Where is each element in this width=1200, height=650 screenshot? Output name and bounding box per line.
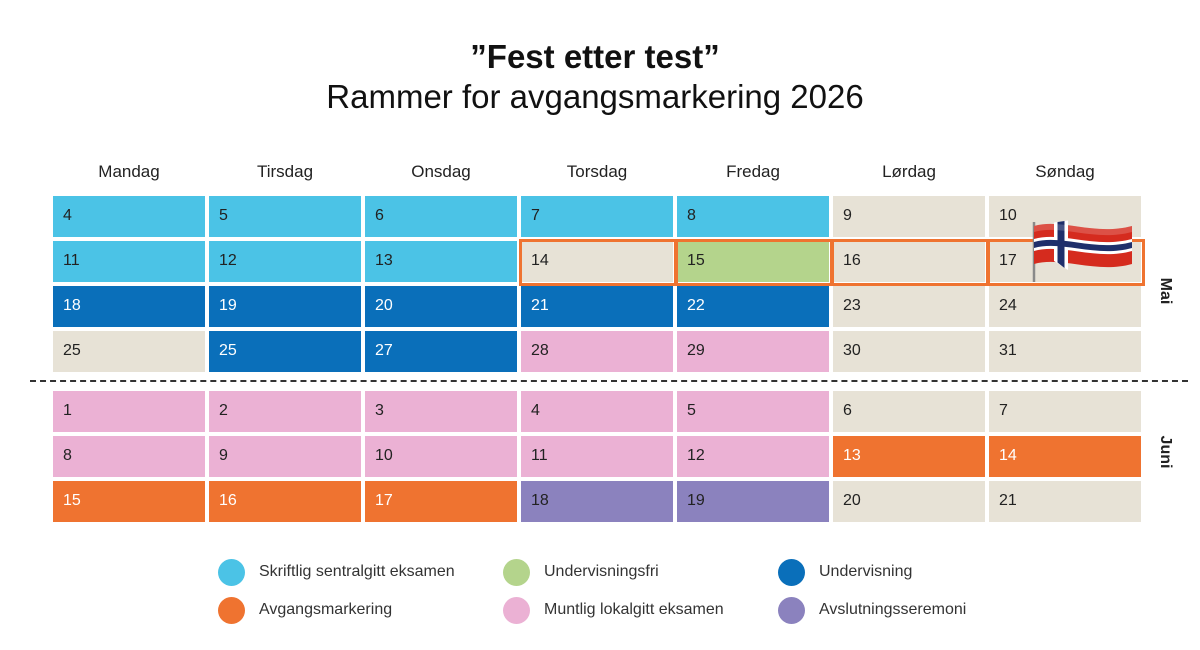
page-subtitle: Rammer for avgangsmarkering 2026 xyxy=(326,78,864,115)
calendar-day-cell: 16 xyxy=(833,241,985,282)
calendar-day-cell: 5 xyxy=(209,196,361,237)
legend-label: Undervisningsfri xyxy=(544,563,659,580)
calendar-day-cell: 24 xyxy=(989,286,1141,327)
calendar-day-cell: 4 xyxy=(521,391,673,432)
weekday-header-tuesday: Tirsdag xyxy=(256,162,314,181)
legend-item: Avslutningsseremoni xyxy=(778,596,966,624)
calendar-day-cell: 6 xyxy=(365,196,517,237)
calendar-day-cell: 11 xyxy=(53,241,205,282)
weekday-header-friday: Fredag xyxy=(726,162,780,181)
calendar-day-cell: 29 xyxy=(677,331,829,372)
legend-swatch xyxy=(778,596,805,624)
calendar-day-cell: 7 xyxy=(521,196,673,237)
legend-swatch xyxy=(218,596,245,624)
calendar-day-cell: 23 xyxy=(833,286,985,327)
month-label-june: Juni xyxy=(1157,435,1174,469)
calendar-day-cell: 4 xyxy=(53,196,205,237)
calendar-day-cell: 20 xyxy=(365,286,517,327)
calendar-day-cell: 2 xyxy=(209,391,361,432)
calendar-day-cell: 13 xyxy=(365,241,517,282)
calendar-day-cell: 17 xyxy=(365,481,517,522)
calendar-day-cell: 6 xyxy=(833,391,985,432)
page-title: ”Fest etter test” xyxy=(470,38,720,75)
legend-label: Muntlig lokalgitt eksamen xyxy=(544,601,724,618)
weekday-header-wednesday: Onsdag xyxy=(411,162,471,181)
legend-item: Undervisningsfri xyxy=(503,558,659,586)
calendar-day-cell: 15 xyxy=(677,241,829,282)
calendar-day-cell: 8 xyxy=(53,436,205,477)
calendar-day-cell: 5 xyxy=(677,391,829,432)
calendar-day-cell: 13 xyxy=(833,436,985,477)
calendar-day-cell: 31 xyxy=(989,331,1141,372)
legend-label: Avgangsmarkering xyxy=(259,601,393,618)
month-divider xyxy=(30,380,1188,382)
legend-label: Avslutningsseremoni xyxy=(819,601,967,618)
calendar-day-cell: 21 xyxy=(989,481,1141,522)
calendar-day-cell: 28 xyxy=(521,331,673,372)
norwegian-flag-icon xyxy=(1032,220,1132,282)
calendar-day-cell: 1 xyxy=(53,391,205,432)
calendar-day-cell: 12 xyxy=(209,241,361,282)
legend-item: Skriftlig sentralgitt eksamen xyxy=(218,558,455,586)
weekday-header-thursday: Torsdag xyxy=(566,162,628,181)
calendar-day-cell: 11 xyxy=(521,436,673,477)
calendar-day-cell: 14 xyxy=(989,436,1141,477)
calendar-day-cell: 8 xyxy=(677,196,829,237)
legend-item: Muntlig lokalgitt eksamen xyxy=(503,596,724,624)
calendar-day-cell: 14 xyxy=(521,241,673,282)
calendar-day-cell: 9 xyxy=(209,436,361,477)
calendar-day-cell: 25 xyxy=(53,331,205,372)
legend-swatch xyxy=(503,558,530,586)
calendar-day-cell: 16 xyxy=(209,481,361,522)
legend-swatch xyxy=(503,596,530,624)
calendar-day-cell: 7 xyxy=(989,391,1141,432)
calendar-day-cell: 22 xyxy=(677,286,829,327)
calendar-day-cell: 21 xyxy=(521,286,673,327)
calendar-day-cell: 12 xyxy=(677,436,829,477)
legend-item: Undervisning xyxy=(778,558,912,586)
calendar-day-cell: 27 xyxy=(365,331,517,372)
calendar-day-cell: 20 xyxy=(833,481,985,522)
calendar-day-cell: 10 xyxy=(365,436,517,477)
legend-label: Skriftlig sentralgitt eksamen xyxy=(259,563,455,580)
legend-label: Undervisning xyxy=(819,563,913,580)
calendar-day-cell: 3 xyxy=(365,391,517,432)
calendar-day-cell: 9 xyxy=(833,196,985,237)
legend-swatch xyxy=(218,558,245,586)
weekday-header-sunday: Søndag xyxy=(1035,162,1095,181)
weekday-header-saturday: Lørdag xyxy=(882,162,936,181)
calendar-day-cell: 25 xyxy=(209,331,361,372)
calendar-day-cell: 18 xyxy=(521,481,673,522)
calendar-day-cell: 19 xyxy=(209,286,361,327)
legend-swatch xyxy=(778,558,805,586)
calendar-day-cell: 30 xyxy=(833,331,985,372)
legend-item: Avgangsmarkering xyxy=(218,596,392,624)
calendar-day-cell: 19 xyxy=(677,481,829,522)
weekday-header-monday: Mandag xyxy=(98,162,160,181)
month-label-may: Mai xyxy=(1157,277,1174,305)
calendar-day-cell: 18 xyxy=(53,286,205,327)
calendar-day-cell: 15 xyxy=(53,481,205,522)
